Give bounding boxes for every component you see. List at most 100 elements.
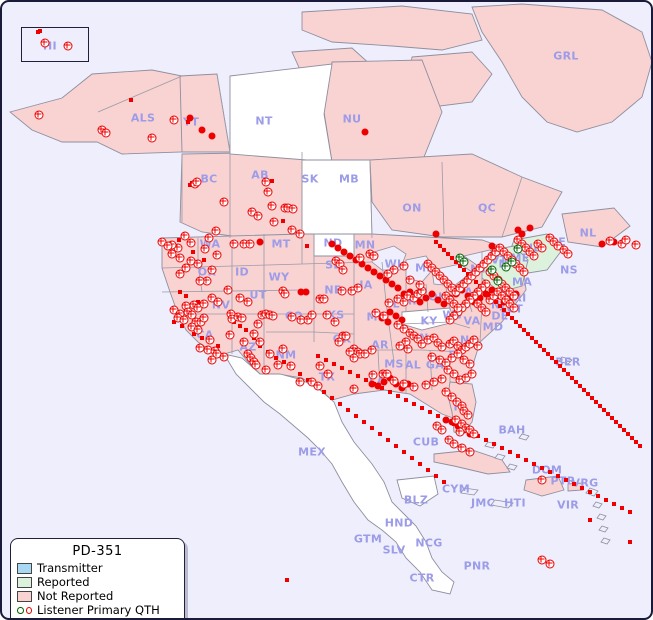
marker-listener-primary-qth: [269, 217, 279, 227]
marker-listener-primary-qth: [313, 381, 323, 391]
marker-listener-other-qth: [620, 506, 624, 510]
marker-listener-other-qth: [514, 320, 518, 324]
marker-listener-primary-qth: [219, 197, 229, 207]
marker-dot: [386, 308, 394, 316]
marker-dot: [186, 114, 194, 122]
marker-listener-primary-qth: [199, 313, 209, 323]
marker-listener-other-qth: [192, 332, 196, 336]
marker-listener-primary-qth: [249, 329, 259, 339]
marker-listener-primary-qth: [621, 235, 631, 245]
marker-listener-primary-qth: [467, 369, 477, 379]
region-canada-sask-man: [301, 159, 373, 239]
marker-listener-primary-qth-green: [501, 262, 511, 272]
marker-listener-other-qth: [546, 352, 550, 356]
marker-dot: [208, 132, 216, 140]
marker-dot: [518, 230, 526, 238]
marker-dot: [382, 276, 390, 284]
legend-item-transmitter[interactable]: Transmitter: [17, 562, 178, 575]
marker-listener-other-qth: [370, 426, 374, 430]
marker-listener-other-qth: [542, 348, 546, 352]
marker-listener-primary-qth: [319, 294, 329, 304]
marker-listener-other-qth: [578, 384, 582, 388]
marker-listener-primary-qth: [473, 341, 483, 351]
legend-rows: Transmitter Reported Not Reported Listener …: [17, 562, 178, 618]
marker-listener-primary-qth: [243, 297, 253, 307]
marker-listener-primary-qth: [399, 379, 409, 389]
marker-listener-primary-qth: [437, 374, 447, 384]
marker-dot: [364, 264, 372, 272]
marker-listener-other-qth: [506, 312, 510, 316]
marker-listener-primary-qth: [465, 447, 475, 457]
marker-listener-primary-qth: [193, 325, 203, 335]
marker-listener-primary-qth: [287, 312, 297, 322]
legend-item-listener-primary-qth[interactable]: Listener Primary QTH: [17, 604, 178, 617]
marker-dot: [416, 298, 424, 306]
marker-listener-primary-qth-green: [493, 276, 503, 286]
marker-listener-primary-qth: [175, 269, 185, 279]
marker-listener-primary-qth: [268, 311, 278, 321]
marker-listener-other-qth: [244, 328, 248, 332]
region-canada-nwt: [229, 63, 333, 163]
marker-listener-other-qth: [282, 360, 286, 364]
legend-item-label: Listener Primary QTH: [37, 603, 160, 617]
legend-item-reported[interactable]: Reported: [17, 576, 178, 589]
marker-listener-other-qth: [200, 336, 204, 340]
marker-listener-other-qth: [438, 244, 442, 248]
marker-listener-other-qth: [418, 462, 422, 466]
marker-listener-other-qth: [298, 372, 302, 376]
legend-item-not-reported[interactable]: Not Reported: [17, 590, 178, 603]
marker-dot: [302, 288, 310, 296]
marker-listener-other-qth: [188, 183, 192, 187]
marker-dot: [598, 240, 606, 248]
marker-listener-other-qth: [458, 264, 462, 268]
marker-listener-other-qth: [598, 404, 602, 408]
marker-listener-primary-qth: [239, 337, 249, 347]
marker-listener-primary-qth: [163, 241, 173, 251]
region-mexico: [223, 353, 455, 595]
marker-listener-other-qth: [574, 380, 578, 384]
marker-listener-primary-qth: [229, 239, 239, 249]
marker-listener-primary-qth: [213, 297, 223, 307]
region-greenland: [471, 3, 651, 133]
marker-listener-primary-qth: [338, 265, 348, 275]
marker-listener-other-qth: [462, 268, 466, 272]
marker-listener-other-qth: [442, 480, 446, 484]
legend-item-label: Reported: [37, 575, 90, 589]
marker-listener-primary-qth: [186, 238, 196, 248]
marker-listener-other-qth: [500, 446, 504, 450]
marker-listener-other-qth: [386, 438, 390, 442]
marker-listener-primary-qth: [204, 233, 214, 243]
marker-listener-other-qth: [588, 490, 592, 494]
marker-listener-primary-qth: [389, 376, 399, 386]
marker-listener-other-qth: [550, 356, 554, 360]
marker-listener-primary-qth: [295, 377, 305, 387]
marker-listener-primary-qth: [415, 280, 425, 290]
marker-dot: [440, 300, 448, 308]
marker-listener-other-qth: [178, 290, 182, 294]
marker-listener-primary-qth: [563, 249, 573, 259]
marker-dot: [388, 280, 396, 288]
legend-title: PD-351: [72, 544, 123, 559]
marker-listener-primary-qth: [409, 382, 419, 392]
marker-listener-primary-qth: [265, 349, 275, 359]
marker-listener-primary-qth: [63, 41, 73, 51]
marker-listener-primary-qth: [341, 331, 351, 341]
marker-listener-primary-qth: [179, 315, 189, 325]
marker-listener-other-qth: [172, 320, 176, 324]
marker-listener-other-qth: [444, 418, 448, 422]
marker-listener-primary-qth: [219, 352, 229, 362]
marker-listener-other-qth: [270, 179, 274, 183]
marker-dot: [488, 242, 496, 250]
legend-panel[interactable]: PD-351 Transmitter Reported Not Reported Li…: [10, 538, 185, 618]
marker-listener-other-qth: [332, 362, 336, 366]
marker-dot: [374, 382, 382, 390]
marker-listener-other-qth: [626, 432, 630, 436]
marker-listener-other-qth: [614, 420, 618, 424]
marker-listener-other-qth: [540, 466, 544, 470]
marker-listener-other-qth: [538, 344, 542, 348]
marker-listener-other-qth: [356, 374, 360, 378]
marker-dot: [476, 294, 484, 302]
marker-listener-other-qth: [454, 260, 458, 264]
region-puerto-rico: [567, 482, 584, 492]
